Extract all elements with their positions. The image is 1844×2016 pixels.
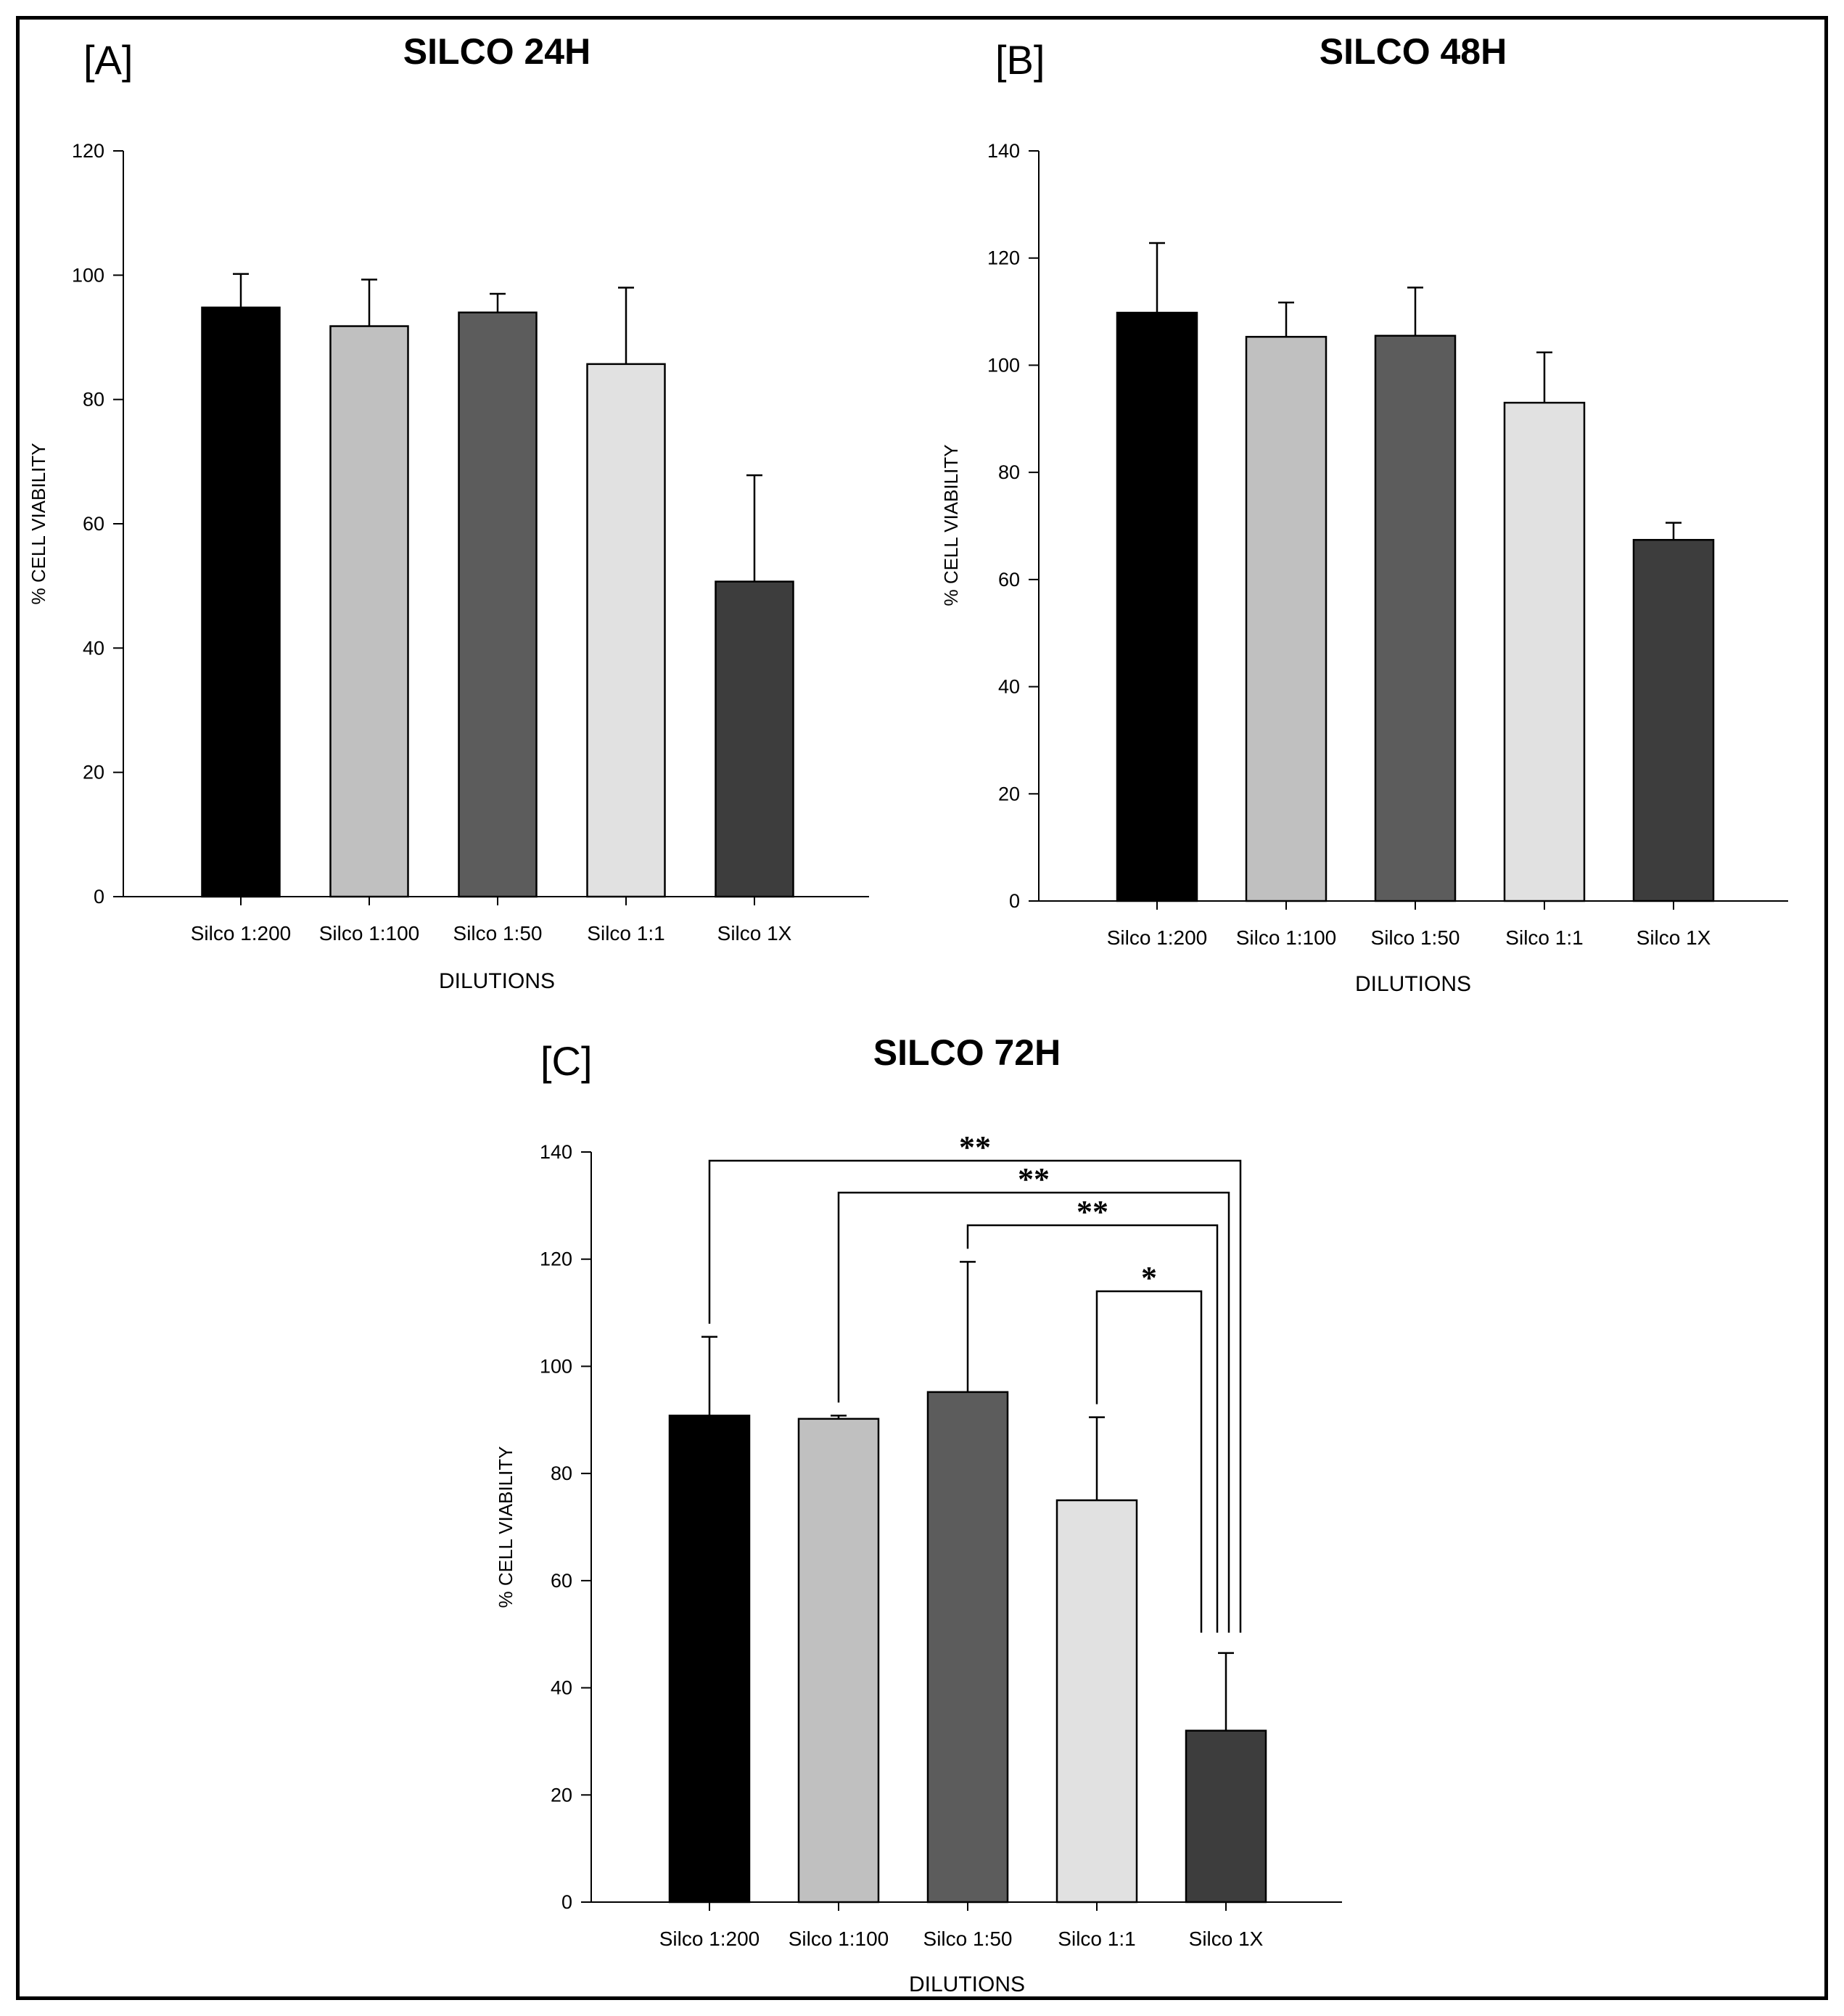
x-tick-label: Silco 1:50 [1371,926,1460,949]
y-tick-label: 120 [72,140,104,162]
x-tick-label: Silco 1:200 [659,1927,760,1950]
significance-label: * [1141,1260,1157,1296]
y-axis-title: % CELL VIABILITY [495,1446,516,1608]
y-tick-label: 120 [540,1248,572,1270]
bar [1245,336,1328,902]
x-tick-label: Silco 1:100 [789,1927,889,1950]
x-tick-label: Silco 1X [1637,926,1711,949]
x-tick-label: Silco 1:200 [191,922,292,945]
panel-label: [A] [83,37,133,83]
bar [1374,334,1457,902]
bar [201,306,281,898]
bar [715,580,794,898]
chart-title: SILCO 24H [403,31,590,72]
bar [926,1391,1009,1904]
significance-bracket [1095,1290,1203,1633]
bar [586,363,666,898]
bar [668,1415,751,1904]
panel-label: [C] [540,1038,593,1084]
bar [329,325,409,898]
y-tick-label: 80 [998,461,1020,483]
y-tick-label: 0 [94,886,104,908]
chart-title: SILCO 48H [1320,31,1507,72]
x-tick-label: Silco 1X [717,922,792,945]
y-axis-title: % CELL VIABILITY [940,444,962,606]
y-tick-label: 20 [83,762,104,783]
bar [1632,538,1715,902]
plot-area: 0 20 40 60 80 100 120 Silco 1:200 Silco 1:100 Sil… [72,140,869,945]
y-tick-label: 120 [987,247,1020,269]
y-tick-label: 60 [551,1570,572,1592]
y-tick-label: 100 [987,354,1020,376]
x-tick-label: Silco 1:50 [923,1927,1013,1950]
bar [458,311,538,898]
bar [1185,1729,1267,1904]
x-tick-label: Silco 1:1 [1505,926,1583,949]
significance-bracket [708,1159,1242,1633]
chart-panel-c: [C] SILCO 72H DILUTIONS % CELL VIABILITY… [495,1032,1342,1996]
x-tick-label: Silco 1:1 [587,922,664,945]
chart-title: SILCO 72H [873,1032,1061,1073]
y-tick-label: 140 [987,140,1020,162]
x-tick-label: Silco 1:50 [453,922,543,945]
y-tick-label: 20 [998,783,1020,805]
y-tick-label: 100 [72,264,104,286]
figure-border [16,16,1828,2000]
y-tick-label: 0 [1009,890,1020,912]
y-axis-title: % CELL VIABILITY [28,443,49,604]
y-tick-label: 40 [998,676,1020,698]
y-tick-label: 20 [551,1784,572,1806]
significance-bracket [837,1191,1230,1633]
chart-panel-a: [A] SILCO 24H DILUTIONS % CELL VIABILITY… [28,31,869,993]
y-tick-label: 80 [551,1462,572,1484]
y-tick-label: 40 [83,637,104,659]
plot-area: 0 20 40 60 80 100 120 140 Silco 1:200 Silco 1:100… [987,140,1788,949]
x-tick-label: Silco 1:100 [1236,926,1337,949]
y-tick-label: 100 [540,1355,572,1377]
x-tick-label: Silco 1:1 [1058,1927,1135,1950]
bar [1503,401,1586,902]
y-tick-label: 40 [551,1677,572,1699]
y-tick-label: 60 [998,569,1020,591]
significance-label: ** [959,1130,991,1165]
panel-label: [B] [995,37,1045,83]
plot-area: 0 20 40 60 80 100 120 140 Silco 1:200 Silco 1:100… [540,1130,1342,1950]
y-tick-label: 60 [83,513,104,535]
x-axis-title: DILUTIONS [909,1972,1025,1996]
x-tick-label: Silco 1:200 [1107,926,1208,949]
x-tick-label: Silco 1X [1189,1927,1264,1950]
bar [797,1418,880,1904]
y-tick-label: 140 [540,1141,572,1163]
significance-label: ** [1077,1194,1108,1230]
chart-panel-b: [B] SILCO 48H DILUTIONS % CELL VIABILITY… [940,31,1788,996]
bar [1055,1499,1138,1904]
y-tick-label: 80 [83,389,104,411]
significance-bracket [966,1224,1219,1633]
x-axis-title: DILUTIONS [1355,972,1471,996]
x-tick-label: Silco 1:100 [319,922,420,945]
bar [1116,311,1198,902]
x-axis-title: DILUTIONS [439,969,555,993]
y-tick-label: 0 [561,1891,572,1913]
significance-label: ** [1018,1161,1050,1197]
